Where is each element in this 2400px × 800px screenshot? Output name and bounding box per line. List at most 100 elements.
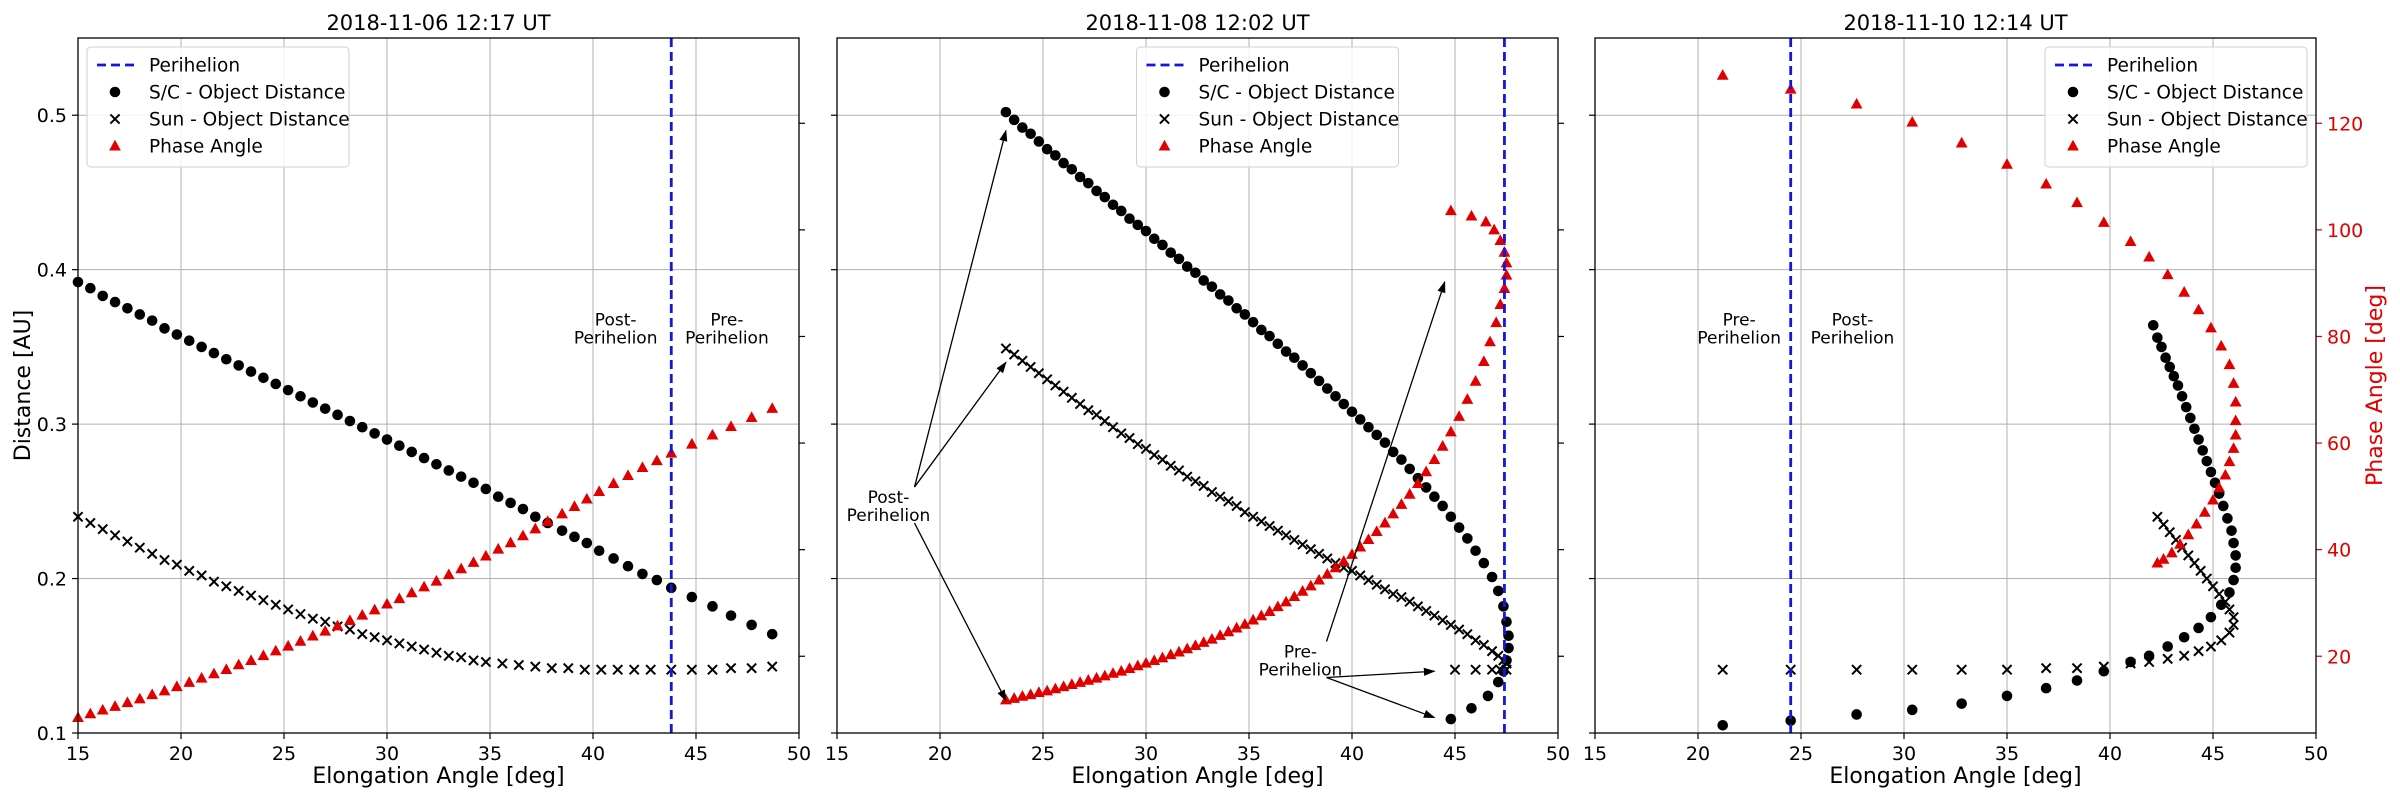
annotation-text: Perihelion — [1697, 328, 1781, 348]
data-point — [405, 586, 418, 598]
legend-swatch — [1158, 139, 1171, 151]
data-point — [2228, 574, 2239, 586]
legend-swatch — [109, 139, 121, 151]
data-point — [1264, 330, 1275, 342]
data-point — [245, 366, 257, 377]
data-point — [146, 548, 158, 560]
annotation-text: Perihelion — [847, 506, 931, 526]
data-point — [1337, 555, 1350, 566]
x-tick-label: 40 — [1340, 743, 1364, 765]
legend-item: Phase Angle — [109, 137, 263, 158]
data-point — [2224, 587, 2235, 598]
chart-title: 2018-11-08 12:02 UT — [1085, 11, 1309, 35]
data-point — [685, 437, 698, 449]
data-point — [232, 658, 245, 670]
series-phase-angle — [1716, 69, 2242, 568]
data-point — [504, 536, 517, 548]
data-point — [1785, 715, 1796, 726]
data-point — [2124, 235, 2137, 247]
x-tick-label: 25 — [1031, 743, 1055, 765]
data-point — [394, 440, 405, 452]
data-point — [622, 560, 634, 572]
data-point — [1033, 367, 1045, 379]
data-point — [2178, 631, 2190, 643]
data-point — [1956, 664, 1967, 675]
data-point — [1173, 465, 1185, 476]
data-point — [1321, 553, 1333, 564]
data-point — [1387, 446, 1399, 458]
data-point — [2162, 653, 2173, 665]
data-point — [2227, 377, 2240, 388]
data-point — [1206, 486, 1218, 498]
data-point — [1412, 601, 1424, 612]
data-point — [1379, 437, 1391, 448]
data-point — [1371, 429, 1383, 441]
data-point — [2205, 611, 2217, 623]
data-point — [1157, 454, 1168, 465]
chart-panel-1: 2018-11-06 12:17 UT 15 20 25 30 35 40 45 50 Elong… — [11, 11, 811, 789]
data-point — [1247, 613, 1260, 625]
legend-label: S/C - Object Distance — [2107, 83, 2303, 104]
data-point — [2205, 641, 2217, 652]
data-point — [1387, 588, 1399, 600]
annotation-text: Pre- — [710, 310, 743, 330]
data-point — [1288, 590, 1301, 602]
data-point — [2228, 619, 2239, 631]
data-point — [2229, 428, 2242, 440]
legend-item: Phase Angle — [1158, 137, 1312, 158]
legend-box — [1136, 46, 1399, 168]
data-point — [344, 614, 356, 626]
data-point — [109, 700, 121, 711]
data-point — [2040, 662, 2052, 674]
data-point — [1181, 261, 1193, 272]
data-point — [418, 644, 430, 655]
data-point — [556, 525, 568, 536]
data-point — [1239, 309, 1251, 320]
data-point — [221, 580, 232, 592]
data-point — [159, 554, 170, 566]
data-point — [1500, 256, 1513, 268]
data-point — [2222, 513, 2233, 524]
annotation: Pre-Perihelion — [1259, 280, 1446, 719]
data-point — [270, 378, 282, 390]
data-point — [1074, 171, 1086, 183]
data-point — [706, 428, 719, 440]
data-point — [121, 696, 134, 708]
data-point — [381, 434, 393, 445]
legend-label: Sun - Object Distance — [149, 110, 350, 131]
data-point — [2219, 468, 2232, 480]
data-point — [1050, 380, 1061, 391]
data-point — [381, 635, 393, 646]
axes-frame — [77, 37, 800, 734]
x-axis-label: Elongation Angle [deg] — [1071, 764, 1323, 789]
data-point — [455, 562, 468, 574]
data-point — [1083, 404, 1094, 416]
data-point — [2157, 553, 2170, 564]
y-tick-label: 0.2 — [37, 569, 67, 591]
data-point — [1470, 545, 1481, 557]
data-point — [2125, 658, 2136, 669]
data-point — [159, 323, 170, 334]
data-point — [1484, 335, 1496, 347]
legend-label: Sun - Object Distance — [2107, 110, 2308, 131]
data-point — [96, 703, 109, 715]
data-point — [1132, 438, 1144, 450]
y-tick-label: 0.5 — [37, 105, 67, 127]
data-point — [1363, 574, 1374, 586]
data-point — [1272, 525, 1284, 536]
data-point — [2152, 511, 2163, 523]
data-point — [568, 500, 581, 511]
data-point — [608, 553, 619, 564]
data-point — [1058, 386, 1069, 397]
annotation: Post-Perihelion — [1811, 310, 1895, 348]
data-point — [1156, 651, 1169, 663]
data-point — [1247, 511, 1259, 523]
data-point — [1429, 491, 1440, 503]
data-point — [2224, 627, 2235, 638]
data-point — [1231, 500, 1242, 512]
data-point — [1148, 233, 1160, 245]
annotation-text: Pre- — [1284, 643, 1317, 663]
data-point — [393, 592, 406, 604]
data-point — [196, 570, 207, 581]
data-point — [1181, 642, 1194, 654]
